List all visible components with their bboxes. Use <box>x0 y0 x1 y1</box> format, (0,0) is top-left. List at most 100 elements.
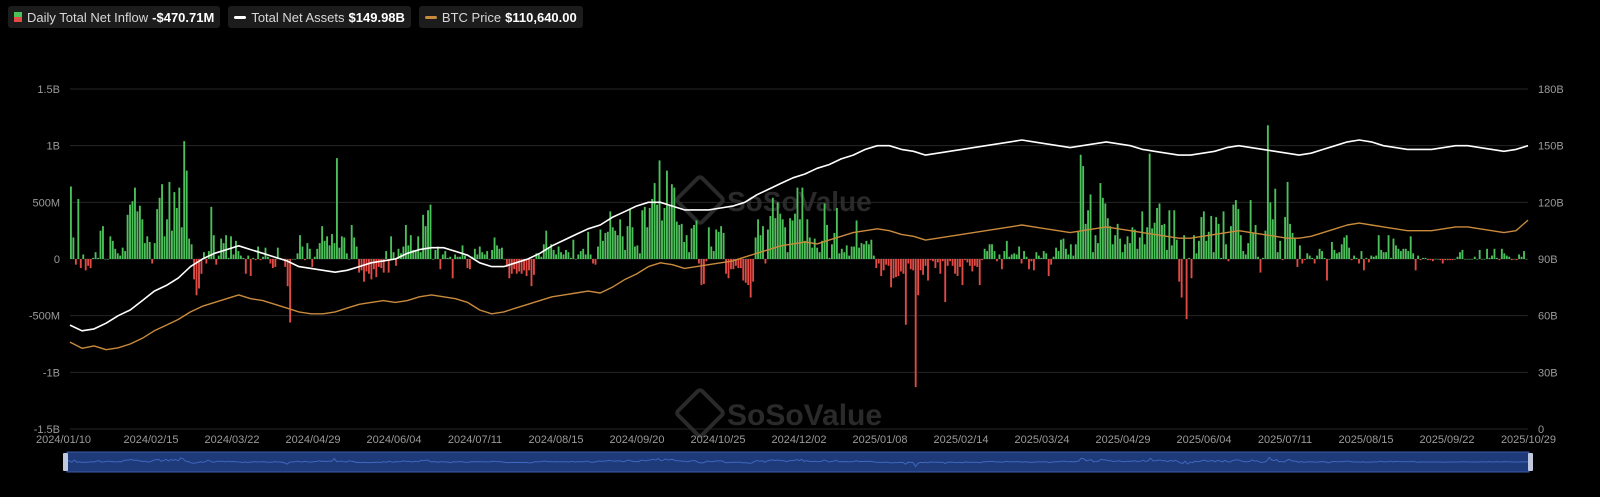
inflow-bar <box>1200 217 1203 259</box>
inflow-bar <box>267 256 269 259</box>
inflow-bar <box>306 243 309 259</box>
inflow-bar <box>1188 257 1190 259</box>
inflow-bar <box>528 259 530 271</box>
inflow-bar <box>148 242 151 259</box>
inflow-bar <box>89 259 92 269</box>
inflow-bar <box>1175 239 1178 259</box>
grid <box>70 88 1528 430</box>
inflow-bar <box>207 251 210 259</box>
inflow-bar <box>190 244 193 259</box>
inflow-bar <box>550 244 553 259</box>
inflow-bar <box>237 251 240 259</box>
inflow-bar <box>289 259 292 323</box>
inflow-bar <box>493 237 496 259</box>
inflow-bar <box>404 225 407 259</box>
inflow-bar <box>419 252 422 259</box>
inflow-bar <box>161 184 163 259</box>
inflow-bar <box>572 239 575 259</box>
inflow-bar <box>269 259 272 264</box>
inflow-bar <box>1318 248 1321 259</box>
x-tick: 2025/09/22 <box>1419 434 1474 446</box>
inflow-bar <box>848 255 851 259</box>
inflow-bar <box>1454 259 1456 260</box>
inflow-bar <box>1168 210 1171 259</box>
legend-item-price[interactable]: BTC Price $110,640.00 <box>418 6 583 28</box>
inflow-bar <box>1264 230 1267 259</box>
inflow-bar <box>1055 247 1057 259</box>
inflow-bar <box>1289 223 1291 259</box>
inflow-bar <box>1000 259 1003 270</box>
inflow-bar <box>959 259 961 267</box>
watermarks: SoSoValue SoSoValue <box>675 175 882 438</box>
inflow-bar <box>1286 181 1289 259</box>
inflow-bar <box>1165 249 1168 259</box>
inflow-bar <box>1397 248 1400 259</box>
inflow-bar <box>318 243 321 259</box>
inflow-bar <box>1326 259 1328 281</box>
inflow-bar <box>385 251 388 259</box>
x-tick: 2025/06/04 <box>1176 434 1231 446</box>
inflow-bar <box>530 259 533 287</box>
inflow-bar <box>217 255 220 259</box>
inflow-bar <box>1195 253 1198 259</box>
inflow-bar <box>1392 238 1395 259</box>
inflow-bar <box>673 187 676 259</box>
navigator-left-handle[interactable] <box>63 453 68 471</box>
inflow-bar <box>1449 259 1452 261</box>
inflow-bar <box>249 259 252 276</box>
inflow-bar <box>993 251 996 259</box>
inflow-bar <box>555 254 558 259</box>
inflow-bar <box>395 259 397 266</box>
y-axis-right: 180B 150B 120B 90B 60B 30B 0 <box>1538 84 1564 436</box>
inflow-bar <box>1316 255 1319 259</box>
inflow-bar <box>1008 256 1011 259</box>
inflow-bar <box>153 243 156 259</box>
inflow-bar <box>1508 256 1511 259</box>
inflow-bar <box>710 246 713 259</box>
inflow-bar <box>491 249 494 259</box>
navigator-right-handle[interactable] <box>1528 453 1533 471</box>
inflow-bar <box>1259 259 1262 273</box>
inflow-bar <box>345 253 348 259</box>
inflow-bar <box>227 257 230 259</box>
inflow-bar <box>1126 236 1129 259</box>
inflow-bar <box>762 226 764 259</box>
inflow-bar <box>496 245 498 259</box>
inflow-bar <box>106 259 109 260</box>
inflow-bar <box>638 253 641 259</box>
price-value: $110,640.00 <box>505 9 577 25</box>
inflow-bar <box>163 236 166 259</box>
inflow-bar <box>998 254 1001 259</box>
inflow-bar <box>244 259 247 274</box>
inflow-bar <box>77 198 80 259</box>
inflow-bar <box>1478 249 1481 259</box>
inflow-bar <box>1045 253 1048 259</box>
range-navigator[interactable] <box>63 451 1533 473</box>
inflow-bar <box>865 240 868 259</box>
legend-item-inflow[interactable]: Daily Total Net Inflow -$470.71M <box>8 6 221 28</box>
inflow-bar <box>483 254 486 259</box>
y-left-tick: 500M <box>32 197 60 209</box>
inflow-bar <box>579 251 582 259</box>
inflow-bar <box>1050 259 1053 265</box>
inflow-bar <box>1495 257 1498 259</box>
inflow-bar <box>464 255 466 259</box>
inflow-bar <box>1456 256 1459 259</box>
inflow-bar <box>838 253 841 259</box>
inflow-bar <box>114 248 117 259</box>
inflow-bar <box>1161 225 1163 259</box>
inflow-bar <box>1222 211 1225 259</box>
x-tick: 2024/10/25 <box>690 434 745 446</box>
inflow-bar <box>1375 255 1378 259</box>
inflow-bar <box>1355 257 1358 259</box>
inflow-bar <box>1089 194 1092 259</box>
watermark-text-bottom: SoSoValue <box>727 399 882 432</box>
inflow-bar <box>1271 219 1274 259</box>
legend-item-assets[interactable]: Total Net Assets $149.98B <box>228 6 411 28</box>
inflow-bar <box>816 247 819 259</box>
inflow-bar <box>936 259 939 263</box>
inflow-bar <box>863 244 865 259</box>
inflow-bar <box>1079 154 1082 259</box>
inflow-bar <box>119 255 122 259</box>
